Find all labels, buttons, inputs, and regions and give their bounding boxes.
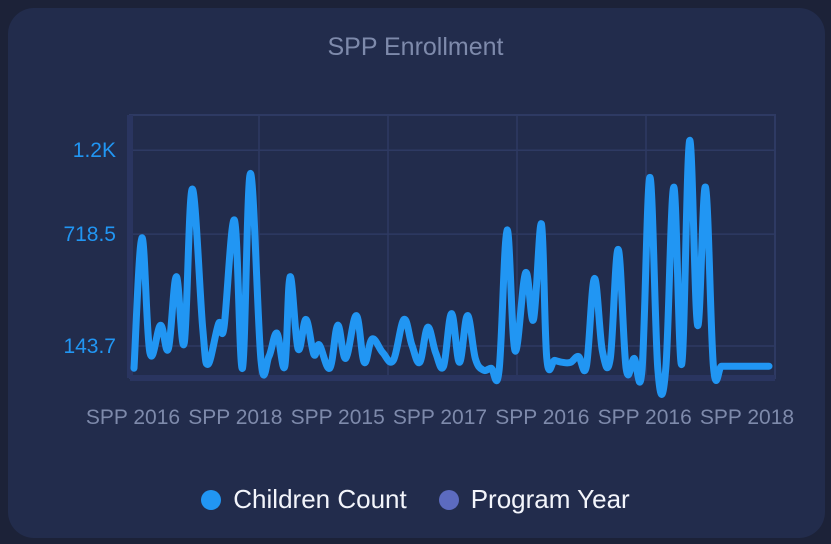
legend-label-children-count: Children Count xyxy=(233,484,407,514)
legend-marker-program-year xyxy=(438,489,459,510)
x-tick-label-2: SPP 2015 xyxy=(291,406,385,429)
x-tick-label-0: SPP 2016 xyxy=(86,406,180,429)
x-tick-label-1: SPP 2018 xyxy=(188,406,282,429)
y-tick-label-0: 143.7 xyxy=(63,335,116,358)
legend-item-children-count[interactable]: Children Count xyxy=(201,484,407,515)
legend-marker-children-count xyxy=(201,489,222,510)
series xyxy=(130,136,773,398)
x-tick-label-3: SPP 2017 xyxy=(393,406,487,429)
legend: Children Count Program Year xyxy=(0,484,831,515)
series-line-0 xyxy=(130,136,773,398)
y-tick-label-1: 718.5 xyxy=(63,223,116,246)
y-tick-label-2: 1.2K xyxy=(73,139,116,162)
x-tick-label-4: SPP 2016 xyxy=(495,406,589,429)
x-tick-label-5: SPP 2016 xyxy=(598,406,692,429)
x-tick-label-6: SPP 2018 xyxy=(700,406,794,429)
legend-item-program-year[interactable]: Program Year xyxy=(438,484,630,515)
chart-title: SPP Enrollment xyxy=(327,33,504,61)
legend-label-program-year: Program Year xyxy=(470,484,630,514)
tick-labels: 143.7 718.5 1.2K SPP 2016 SPP 2018 SPP 2015 SP… xyxy=(63,139,794,429)
